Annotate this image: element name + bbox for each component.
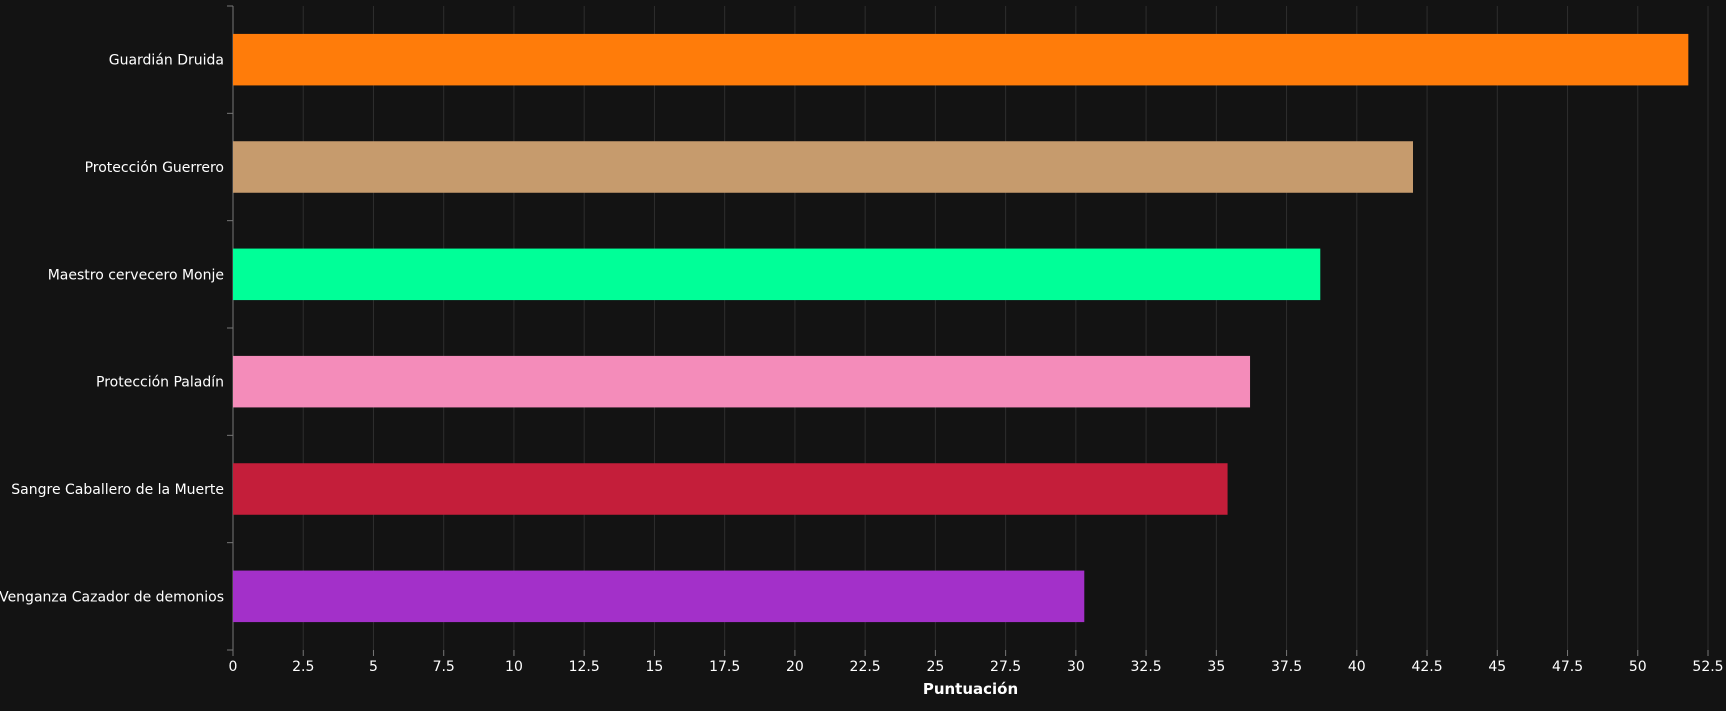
axes	[227, 5, 1709, 656]
x-tick-label: 22.5	[850, 659, 881, 675]
category-label: Protección Guerrero	[85, 160, 224, 176]
category-label: Protección Paladín	[96, 375, 224, 391]
x-tick-label: 25	[926, 659, 944, 675]
x-tick-label: 7.5	[433, 659, 455, 675]
x-tick-label: 45	[1488, 659, 1506, 675]
bar[interactable]	[233, 33, 1689, 86]
x-tick-label: 47.5	[1552, 659, 1583, 675]
x-tick-label: 40	[1348, 659, 1366, 675]
x-tick-label: 2.5	[292, 659, 314, 675]
category-label: Venganza Cazador de demonios	[0, 589, 224, 605]
category-labels: Guardián Druida Protección Guerrero Maestr…	[0, 53, 224, 606]
x-tick-label: 5	[369, 659, 378, 675]
grid-lines	[302, 6, 1709, 650]
x-tick-label: 50	[1629, 659, 1647, 675]
x-tick-label: 52.5	[1692, 659, 1723, 675]
bar[interactable]	[233, 248, 1321, 301]
x-tick-label: 35	[1207, 659, 1225, 675]
x-tick-label: 27.5	[990, 659, 1021, 675]
category-label: Maestro cervecero Monje	[48, 267, 224, 283]
x-tick-label: 17.5	[709, 659, 740, 675]
x-tick-label: 0	[229, 659, 238, 675]
x-tick-label: 42.5	[1411, 659, 1442, 675]
bar[interactable]	[233, 355, 1251, 408]
x-tick-label: 12.5	[569, 659, 600, 675]
x-axis-title: Puntuación	[923, 680, 1018, 698]
x-tick-label: 15	[646, 659, 664, 675]
x-tick-label: 20	[786, 659, 804, 675]
x-tick-label: 10	[505, 659, 523, 675]
bars	[233, 33, 1689, 623]
category-label: Sangre Caballero de la Muerte	[11, 482, 224, 498]
category-label: Guardián Druida	[109, 53, 224, 69]
bar[interactable]	[233, 463, 1228, 515]
x-tick-label: 37.5	[1271, 659, 1302, 675]
bar[interactable]	[233, 570, 1085, 623]
tick-labels: 0 2.5 5 7.5 10 12.5 15 17.5 20 22.5 25 27.5 30 32.5 35…	[229, 659, 1724, 675]
x-tick-label: 32.5	[1131, 659, 1162, 675]
x-tick-label: 30	[1067, 659, 1085, 675]
bar[interactable]	[233, 141, 1413, 193]
